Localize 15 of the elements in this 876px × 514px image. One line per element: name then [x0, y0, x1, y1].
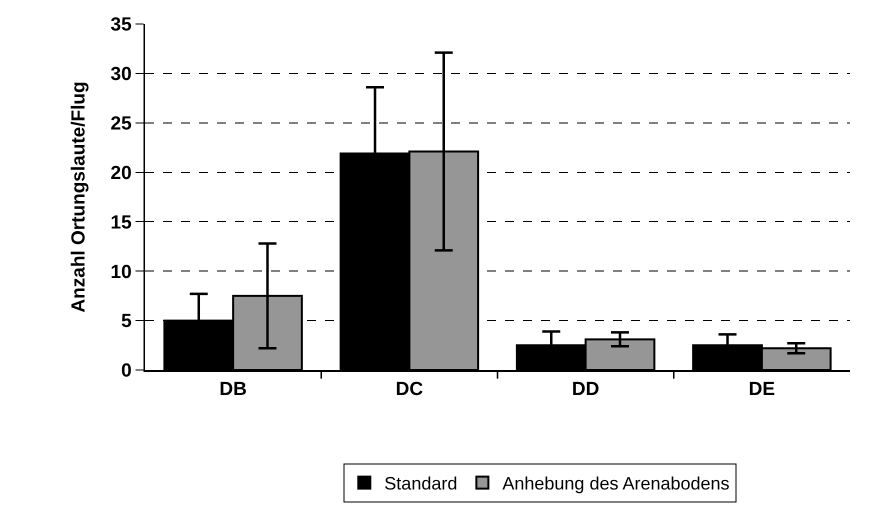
y-tick-label: 25: [110, 114, 132, 135]
y-tick-label: 10: [110, 262, 132, 283]
legend-label: Standard: [384, 474, 458, 494]
y-tick-label: 5: [121, 311, 132, 332]
y-tick-label: 20: [110, 162, 132, 184]
y-tick-label: 35: [110, 14, 132, 36]
x-tick-label: DE: [748, 378, 776, 400]
y-tick-label: 0: [121, 360, 132, 382]
x-tick-label: DB: [219, 378, 247, 400]
y-tick-label: 30: [110, 64, 132, 86]
x-tick-label: DC: [396, 378, 424, 400]
y-tick-label: 15: [110, 212, 132, 234]
legend-label: Anhebung des Arenabodens: [502, 474, 730, 494]
x-tick-label: DD: [572, 378, 600, 400]
y-axis-title: Anzahl Ortungslaute/Flug: [68, 81, 90, 313]
